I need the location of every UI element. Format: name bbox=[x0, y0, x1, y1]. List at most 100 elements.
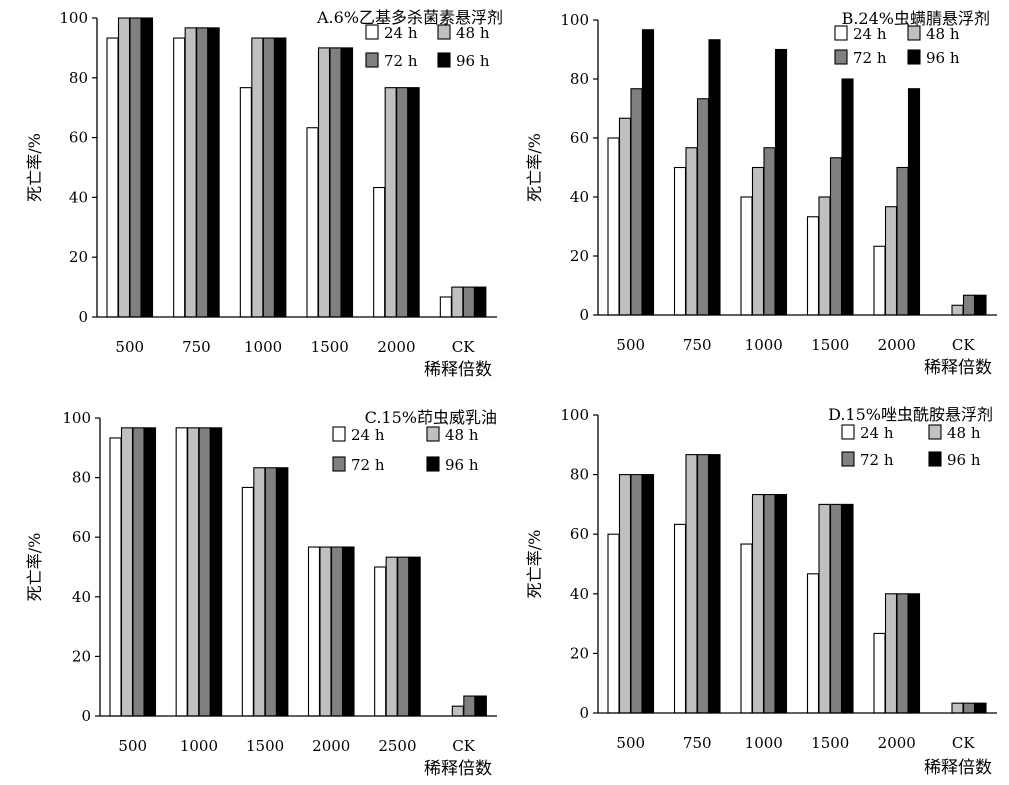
y-tick-label: 20 bbox=[72, 647, 91, 665]
bar bbox=[774, 494, 788, 714]
bar bbox=[439, 296, 452, 318]
bar bbox=[184, 27, 197, 318]
bar bbox=[143, 427, 157, 717]
y-tick-label: 40 bbox=[72, 588, 91, 606]
bar bbox=[117, 17, 131, 318]
bar bbox=[630, 88, 643, 316]
x-axis-label: 稀释倍数 bbox=[924, 358, 992, 378]
bar bbox=[474, 286, 487, 318]
x-tick-label: 1000 bbox=[745, 336, 783, 354]
legend-label: 24 h bbox=[853, 25, 887, 43]
bar bbox=[330, 546, 344, 717]
bar bbox=[397, 556, 410, 717]
x-tick-label: 1000 bbox=[745, 734, 783, 752]
legend-swatch bbox=[928, 451, 942, 467]
y-tick-label: 80 bbox=[570, 70, 589, 88]
y-tick-label: 40 bbox=[69, 188, 88, 206]
bar bbox=[884, 593, 898, 714]
legend-swatch bbox=[437, 52, 451, 68]
legend-label: 24 h bbox=[860, 424, 894, 442]
y-tick-label: 60 bbox=[72, 528, 91, 546]
bar bbox=[907, 593, 921, 714]
y-tick-label: 0 bbox=[81, 707, 91, 725]
legend-swatch bbox=[834, 25, 848, 41]
x-tick-label: 2500 bbox=[378, 737, 416, 755]
x-tick-label: 500 bbox=[616, 734, 645, 752]
legend-label: 72 h bbox=[853, 49, 887, 67]
x-tick-label: 1500 bbox=[246, 737, 284, 755]
legend-label: 48 h bbox=[445, 426, 479, 444]
legend-swatch bbox=[841, 424, 855, 440]
bar bbox=[696, 454, 710, 714]
bar bbox=[607, 137, 620, 316]
legend-label: 96 h bbox=[445, 456, 479, 474]
bar bbox=[196, 27, 209, 318]
bar bbox=[962, 294, 976, 316]
bar bbox=[673, 523, 687, 714]
bar bbox=[774, 48, 788, 316]
legend-label: 24 h bbox=[351, 426, 385, 444]
bar bbox=[841, 78, 854, 316]
x-tick-label: 500 bbox=[118, 737, 147, 755]
bar bbox=[463, 695, 476, 717]
bar bbox=[340, 47, 354, 318]
bar bbox=[641, 29, 655, 316]
bar bbox=[276, 467, 289, 717]
bar bbox=[187, 427, 200, 717]
bar bbox=[641, 474, 655, 714]
legend-label: 48 h bbox=[947, 424, 981, 442]
legend-label: 96 h bbox=[947, 451, 981, 469]
bar bbox=[618, 117, 632, 316]
bar bbox=[873, 245, 886, 316]
x-tick-label: 500 bbox=[616, 336, 645, 354]
x-axis-label: 稀释倍数 bbox=[424, 360, 492, 380]
bar bbox=[306, 127, 319, 318]
bar bbox=[329, 47, 342, 318]
x-tick-label: 1500 bbox=[311, 338, 349, 356]
bar bbox=[751, 166, 765, 316]
legend-label: 96 h bbox=[456, 52, 490, 70]
bar bbox=[696, 98, 710, 316]
y-tick-label: 100 bbox=[560, 406, 589, 424]
y-tick-label: 100 bbox=[62, 409, 91, 427]
bar bbox=[342, 546, 355, 717]
bar bbox=[239, 87, 252, 318]
bar bbox=[708, 454, 721, 714]
chart-title: B.24%虫螨腈悬浮剂 bbox=[842, 9, 990, 28]
legend-swatch bbox=[834, 49, 848, 65]
bar bbox=[607, 533, 620, 714]
bar bbox=[818, 503, 831, 714]
bar bbox=[253, 467, 266, 717]
y-tick-label: 60 bbox=[570, 525, 589, 543]
bar bbox=[373, 186, 386, 318]
y-tick-label: 0 bbox=[579, 704, 589, 722]
legend-swatch bbox=[907, 25, 921, 41]
bar bbox=[806, 573, 820, 714]
y-axis-label: 死亡率/% bbox=[25, 133, 44, 202]
legend-swatch bbox=[426, 456, 440, 472]
bar bbox=[207, 27, 220, 318]
legend-swatch bbox=[332, 426, 346, 442]
bar bbox=[685, 147, 698, 316]
bar bbox=[685, 454, 698, 714]
bar bbox=[251, 37, 264, 318]
bar bbox=[951, 304, 964, 316]
y-tick-label: 40 bbox=[570, 188, 589, 206]
y-tick-label: 80 bbox=[72, 469, 91, 487]
x-tick-label: 2000 bbox=[878, 336, 916, 354]
bar bbox=[264, 467, 277, 717]
y-tick-label: 40 bbox=[570, 585, 589, 603]
legend-label: 72 h bbox=[351, 456, 385, 474]
y-axis-label: 死亡率/% bbox=[525, 133, 544, 202]
x-tick-label: 1000 bbox=[244, 338, 282, 356]
legend-swatch bbox=[426, 426, 440, 442]
bar bbox=[109, 437, 122, 717]
legend-label: 96 h bbox=[926, 49, 960, 67]
bar bbox=[829, 157, 843, 316]
bar bbox=[407, 87, 420, 318]
y-tick-label: 20 bbox=[570, 644, 589, 662]
bar bbox=[829, 503, 843, 714]
bar bbox=[408, 556, 421, 717]
chart-title: A.6%乙基多杀菌素悬浮剂 bbox=[316, 8, 503, 27]
bar bbox=[763, 147, 776, 316]
